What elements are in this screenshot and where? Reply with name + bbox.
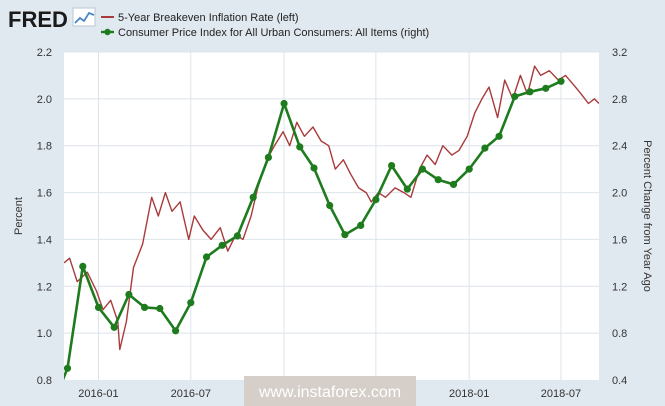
series-line-cpi [64, 80, 562, 380]
cpi-point [418, 165, 427, 173]
cpi-point [310, 164, 318, 172]
cpi-point [110, 323, 118, 331]
cpi-point [296, 143, 304, 151]
cpi-point [557, 77, 565, 85]
plot-area [64, 52, 599, 380]
x-tick-label: 2018-01 [449, 388, 489, 400]
cpi-point [202, 253, 211, 261]
y-right-tick-label: 2.8 [612, 94, 627, 106]
cpi-point [481, 144, 489, 152]
cpi-point [63, 364, 72, 372]
cpi-point [495, 132, 503, 140]
cpi-point [465, 165, 473, 173]
y-left-tick-label: 2.2 [37, 47, 52, 59]
x-tick-label: 2016-01 [78, 388, 118, 400]
y-left-tick-label: 1.8 [37, 141, 52, 153]
cpi-point [156, 304, 164, 313]
cpi-point [449, 180, 458, 188]
y-right-tick-label: 2.0 [612, 188, 627, 200]
cpi-point [326, 201, 334, 210]
y-right-tick-label: 0.4 [612, 375, 627, 387]
legend-marker-cpi [104, 28, 111, 36]
y-axis-left: 0.8 1.0 1.2 1.4 1.6 1.8 2.0 2.2 [37, 47, 52, 387]
cpi-point [218, 241, 226, 249]
cpi-point [233, 232, 241, 240]
cpi-point [388, 162, 396, 170]
cpi-point [526, 88, 534, 96]
cpi-point [357, 221, 365, 229]
cpi-point [125, 290, 133, 299]
y-axis-right: 0.4 0.8 1.2 1.6 2.0 2.4 2.8 3.2 [612, 47, 627, 387]
cpi-point [542, 84, 550, 92]
x-tick-label: 2018-07 [541, 388, 581, 400]
cpi-point [172, 327, 180, 335]
y-right-tick-label: 1.2 [612, 281, 627, 293]
x-tick-label: 2016-07 [171, 388, 211, 400]
cpi-point [434, 176, 442, 184]
legend-label-cpi: Consumer Price Index for All Urban Consu… [118, 27, 429, 39]
cpi-point [249, 193, 257, 201]
cpi-point [280, 99, 288, 108]
watermark: www.instaforex.com [244, 376, 416, 406]
cpi-point [187, 299, 195, 307]
cpi-point [264, 153, 272, 161]
y-right-tick-label: 1.6 [612, 234, 627, 246]
y-left-tick-label: 1.0 [37, 328, 52, 340]
cpi-point [372, 196, 380, 204]
y-left-tick-label: 2.0 [37, 94, 52, 106]
y-right-tick-label: 0.8 [612, 328, 627, 340]
fred-logo-graph-icon [72, 7, 96, 27]
y-axis-left-title: Percent [13, 197, 25, 235]
cpi-point [94, 303, 103, 311]
cpi-point [79, 262, 87, 270]
legend: 5-Year Breakeven Inflation Rate (left) C… [101, 12, 429, 39]
y-left-tick-label: 1.6 [37, 188, 52, 200]
y-right-tick-label: 2.4 [612, 141, 627, 153]
y-right-tick-label: 3.2 [612, 47, 627, 59]
cpi-point [511, 92, 519, 101]
fred-logo[interactable]: FRED [8, 7, 68, 32]
y-left-tick-label: 1.4 [37, 234, 52, 246]
watermark-text: www.instaforex.com [258, 384, 401, 401]
cpi-point [341, 231, 349, 239]
grid [64, 51, 599, 380]
y-left-tick-label: 1.2 [37, 281, 52, 293]
y-axis-right-title: Percent Change from Year Ago [641, 140, 653, 292]
cpi-point [403, 185, 411, 193]
series-group [63, 65, 599, 380]
watermark-background [244, 376, 416, 406]
cpi-point [141, 303, 149, 311]
y-left-tick-label: 0.8 [37, 375, 52, 387]
legend-label-breakeven: 5-Year Breakeven Inflation Rate (left) [118, 12, 299, 24]
